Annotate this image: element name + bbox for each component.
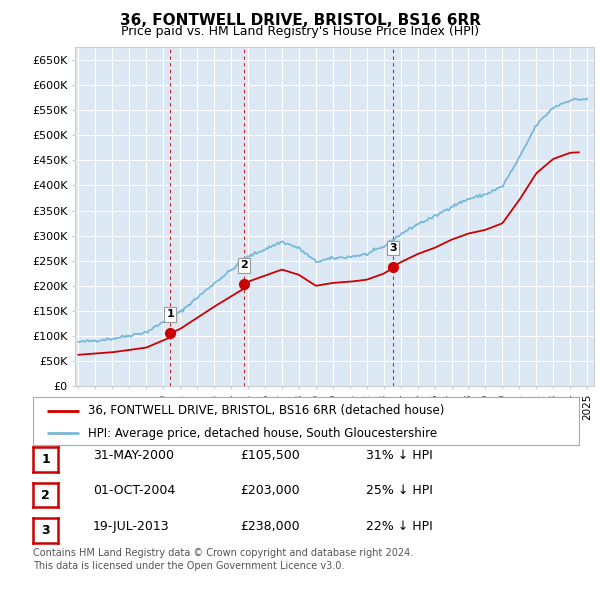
- Text: £105,500: £105,500: [240, 449, 300, 462]
- Text: £203,000: £203,000: [240, 484, 299, 497]
- Text: £238,000: £238,000: [240, 520, 299, 533]
- Text: 3: 3: [389, 242, 397, 253]
- Text: Price paid vs. HM Land Registry's House Price Index (HPI): Price paid vs. HM Land Registry's House …: [121, 25, 479, 38]
- Text: 01-OCT-2004: 01-OCT-2004: [93, 484, 175, 497]
- Text: 1: 1: [166, 309, 174, 319]
- Text: 36, FONTWELL DRIVE, BRISTOL, BS16 6RR: 36, FONTWELL DRIVE, BRISTOL, BS16 6RR: [119, 13, 481, 28]
- Text: 31-MAY-2000: 31-MAY-2000: [93, 449, 174, 462]
- Text: 36, FONTWELL DRIVE, BRISTOL, BS16 6RR (detached house): 36, FONTWELL DRIVE, BRISTOL, BS16 6RR (d…: [88, 404, 444, 417]
- Text: 19-JUL-2013: 19-JUL-2013: [93, 520, 170, 533]
- Text: 3: 3: [41, 524, 50, 537]
- Text: 25% ↓ HPI: 25% ↓ HPI: [366, 484, 433, 497]
- Text: 2: 2: [240, 260, 248, 270]
- Text: 1: 1: [41, 453, 50, 466]
- Text: This data is licensed under the Open Government Licence v3.0.: This data is licensed under the Open Gov…: [33, 561, 344, 571]
- Text: 22% ↓ HPI: 22% ↓ HPI: [366, 520, 433, 533]
- Text: Contains HM Land Registry data © Crown copyright and database right 2024.: Contains HM Land Registry data © Crown c…: [33, 548, 413, 558]
- Text: HPI: Average price, detached house, South Gloucestershire: HPI: Average price, detached house, Sout…: [88, 427, 437, 440]
- Text: 2: 2: [41, 489, 50, 502]
- Text: 31% ↓ HPI: 31% ↓ HPI: [366, 449, 433, 462]
